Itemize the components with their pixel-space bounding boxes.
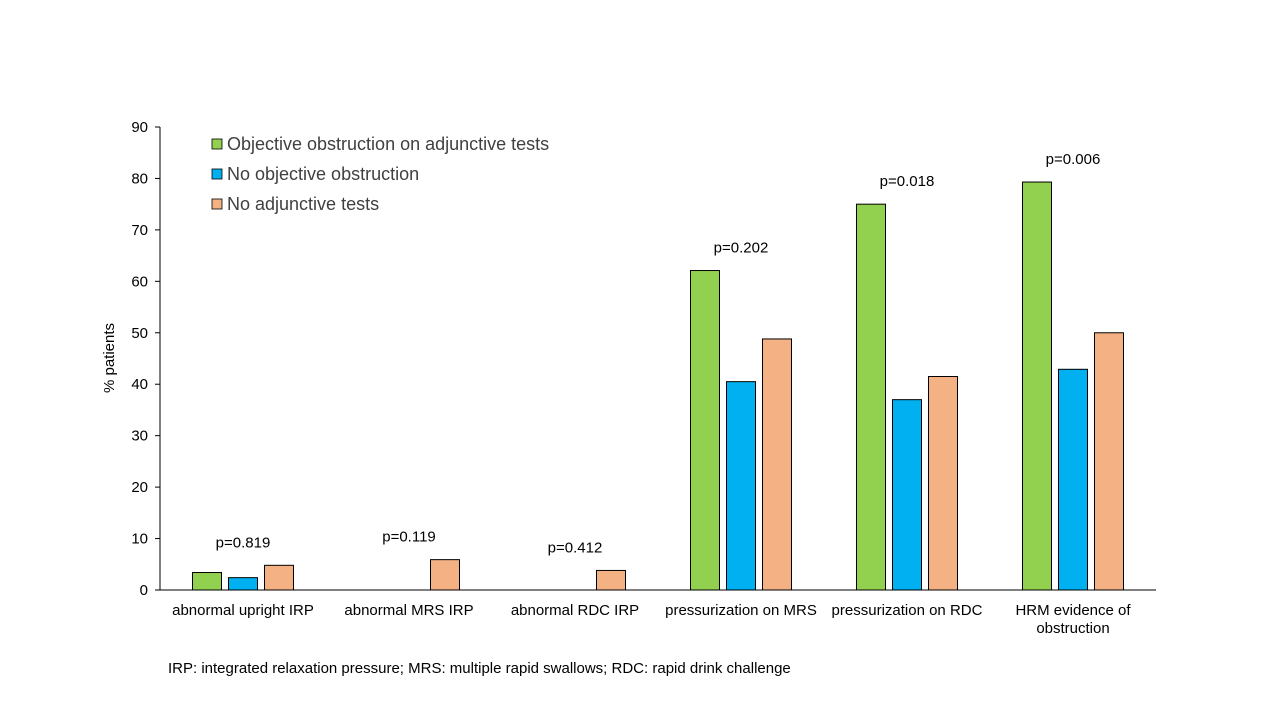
y-tick-label: 20 (131, 479, 148, 496)
y-axis-label: % patients (101, 323, 118, 393)
y-tick-label: 0 (140, 582, 148, 599)
bar (690, 270, 720, 591)
y-tick-label: 90 (131, 119, 148, 136)
bar (596, 569, 626, 591)
bar (228, 577, 258, 591)
y-tick-label: 60 (131, 273, 148, 290)
x-tick-label: abnormal RDC IRP (511, 602, 639, 619)
legend-label: No objective obstruction (227, 164, 419, 184)
bar (762, 338, 792, 591)
legend-label: Objective obstruction on adjunctive test… (227, 134, 549, 154)
p-value-label: p=0.006 (1046, 151, 1101, 168)
bar (264, 564, 294, 591)
x-tick-label: pressurization on MRS (665, 602, 817, 619)
p-value-label: p=0.119 (382, 529, 436, 546)
y-tick-label: 80 (131, 170, 148, 187)
p-value-annotations: p=0.819 p=0.119 p=0.412 p=0.202 p=0.018 p=0.0… (216, 151, 1101, 556)
legend-swatch (211, 168, 223, 180)
legend: Objective obstruction on adjunctive test… (211, 134, 549, 214)
y-axis: 0 10 20 30 40 50 60 70 80 90 (131, 119, 161, 599)
x-tick-label: pressurization on RDC (832, 602, 983, 619)
y-tick-label: 70 (131, 222, 148, 239)
x-tick-label: HRM evidence of obstruction (1015, 602, 1131, 637)
footnote: IRP: integrated relaxation pressure; MRS… (168, 660, 791, 677)
bar (856, 203, 886, 591)
bar (726, 381, 756, 591)
bars (192, 181, 1124, 591)
x-axis: abnormal upright IRP abnormal MRS IRP abno… (160, 589, 1156, 637)
x-tick-label: abnormal MRS IRP (344, 602, 473, 619)
bar (1094, 332, 1124, 591)
p-value-label: p=0.819 (216, 534, 271, 551)
y-tick-label: 40 (131, 376, 148, 393)
bar (1022, 181, 1052, 591)
y-tick-label: 30 (131, 428, 148, 445)
p-value-label: p=0.412 (548, 539, 603, 556)
y-tick-label: 10 (131, 531, 148, 548)
p-value-label: p=0.018 (880, 173, 935, 190)
legend-swatch (211, 198, 223, 210)
bar (892, 399, 922, 591)
bar (928, 376, 958, 591)
p-value-label: p=0.202 (714, 240, 769, 257)
x-tick-label: abnormal upright IRP (172, 602, 314, 619)
bar (192, 572, 222, 591)
legend-swatch (211, 138, 223, 150)
bar (1058, 368, 1088, 591)
y-tick-label: 50 (131, 325, 148, 342)
bar (430, 559, 460, 591)
legend-label: No adjunctive tests (227, 194, 379, 214)
